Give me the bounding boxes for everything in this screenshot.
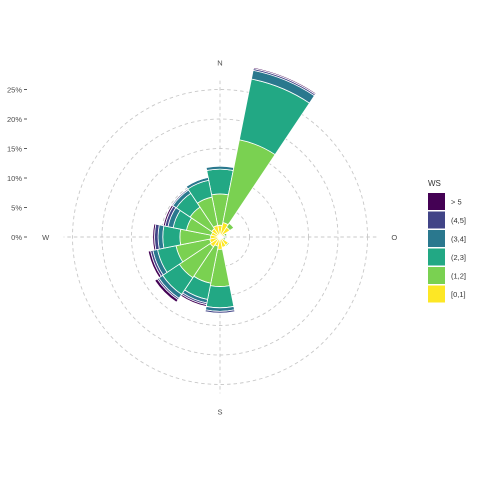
legend-items: > 5 (4,5] (3,4] (2,3] (1,2] [0,1] <box>428 193 466 303</box>
label-layer: N O S W 0% 5% 10% 15% 20% 25% <box>7 59 397 417</box>
legend-swatch <box>428 267 445 284</box>
bar-sw-segment <box>154 278 179 303</box>
legend: WS > 5 (4,5] (3,4] (2,3] (1,2] [0,1] <box>428 179 466 303</box>
legend-label: (4,5] <box>451 216 466 225</box>
radial-tick-label: 10% <box>7 174 22 183</box>
legend-swatch <box>428 248 445 266</box>
legend-label: (2,3] <box>451 253 466 262</box>
radial-tick-label: 5% <box>11 204 22 213</box>
radial-tick-label: 25% <box>7 86 22 95</box>
radial-tick-label: 20% <box>7 115 22 124</box>
legend-swatch <box>428 193 445 210</box>
bar-wsw-segment <box>147 250 162 279</box>
bar-nnw-segment <box>185 176 209 187</box>
bar-nne-segment <box>222 139 276 226</box>
bar-layer <box>147 67 317 314</box>
compass-label-n: N <box>217 59 222 68</box>
legend-label: (3,4] <box>451 235 466 244</box>
legend-label: [0,1] <box>451 290 466 299</box>
legend-title: WS <box>428 179 441 188</box>
compass-label-e: O <box>391 233 397 242</box>
bar-nne-segment <box>253 67 317 95</box>
legend-label: > 5 <box>451 198 462 207</box>
bar-s-segment <box>204 309 236 314</box>
legend-label: (1,2] <box>451 272 466 281</box>
bar-ne-segment <box>226 222 235 231</box>
radial-tick-label: 15% <box>7 145 22 154</box>
bar-s-segment <box>205 285 235 309</box>
legend-swatch <box>428 230 445 247</box>
bar-w-segment <box>162 225 182 249</box>
compass-label-s: S <box>217 407 222 416</box>
compass-label-w: W <box>42 233 50 242</box>
bar-w-segment <box>152 223 157 251</box>
bar-ene-segment <box>223 232 228 237</box>
legend-swatch <box>428 285 445 303</box>
legend-swatch <box>428 211 445 229</box>
radial-tick-label: 0% <box>11 233 22 242</box>
